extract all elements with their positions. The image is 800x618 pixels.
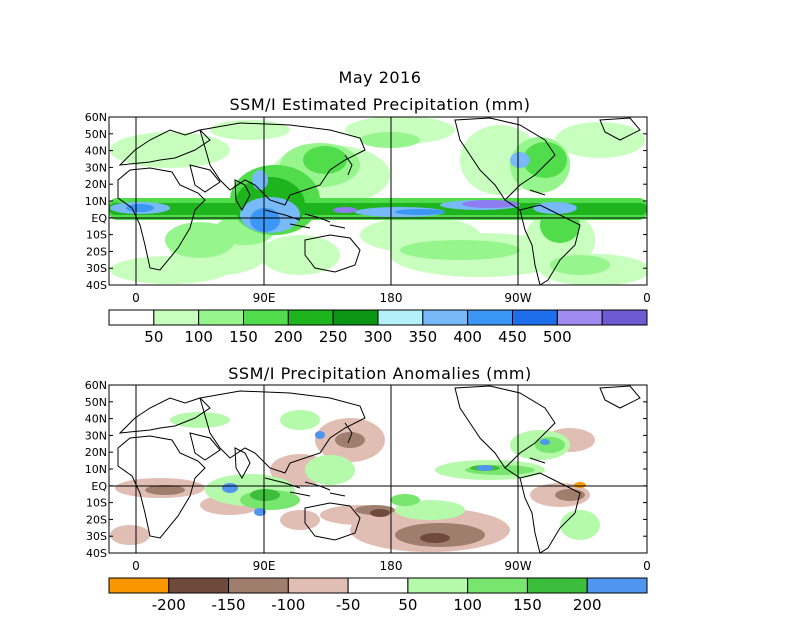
lat-label: 30N	[85, 429, 107, 442]
lat-label: 30N	[85, 161, 107, 174]
lat-label: 10N	[85, 463, 107, 476]
lat-label: 60N	[85, 379, 107, 392]
colorbar-label: 100	[184, 328, 213, 346]
gridlines	[109, 117, 647, 285]
colorbar-swatch	[153, 309, 200, 326]
colorbar-swatch	[108, 577, 170, 594]
lat-label: 30S	[86, 530, 107, 543]
colorbar-swatch	[287, 309, 334, 326]
lat-label: 60N	[85, 111, 107, 124]
anomaly-field	[110, 410, 600, 552]
colorbar-swatch	[332, 309, 379, 326]
lat-label: 40S	[86, 547, 107, 560]
anomaly-panel-title: SSM/I Precipitation Anomalies (mm)	[228, 364, 532, 383]
colorbar-swatch	[168, 577, 230, 594]
lon-label: 90W	[504, 559, 531, 573]
colorbar-label: 50	[398, 596, 417, 614]
colorbar-label: 150	[229, 328, 258, 346]
colorbar-label: 150	[513, 596, 542, 614]
lon-label: 0	[643, 291, 651, 305]
colorbar-swatch	[407, 577, 469, 594]
colorbar-label: -200	[152, 596, 186, 614]
lat-label: 20N	[85, 446, 107, 459]
lat-label: 10N	[85, 195, 107, 208]
colorbar-swatch	[601, 309, 648, 326]
colorbar-swatch	[556, 309, 603, 326]
lat-label: EQ	[91, 212, 107, 225]
lon-label: 90E	[253, 559, 276, 573]
lon-label: 180	[380, 291, 403, 305]
lat-label: 10S	[86, 497, 107, 510]
precip-panel-title: SSM/I Estimated Precipitation (mm)	[229, 95, 531, 114]
colorbar-label: 350	[409, 328, 438, 346]
colorbar-label: -50	[336, 596, 361, 614]
lat-label: 10S	[86, 229, 107, 242]
colorbar-swatch	[228, 577, 289, 594]
precip-colorbar: 50 100 150 200 250 300 350 400 450 500	[108, 309, 648, 346]
lat-label: 20S	[86, 245, 107, 258]
colorbar-swatch	[198, 309, 245, 326]
precip-field	[109, 117, 647, 285]
colorbar-swatch	[586, 577, 648, 594]
colorbar-label: -100	[271, 596, 305, 614]
month-title: May 2016	[338, 68, 422, 87]
colorbar-label: -150	[212, 596, 246, 614]
lat-label: 20N	[85, 178, 107, 191]
lat-label: 40N	[85, 145, 107, 158]
colorbar-swatch	[347, 577, 409, 594]
colorbar-label: 400	[453, 328, 482, 346]
colorbar-swatch	[467, 577, 528, 594]
lat-label: 50N	[85, 128, 107, 141]
lon-label: 90W	[504, 291, 531, 305]
lat-label: 40S	[86, 279, 107, 292]
colorbar-swatch	[467, 309, 513, 326]
colorbar-swatch	[512, 309, 558, 326]
lon-label: 90E	[253, 291, 276, 305]
lat-label: 50N	[85, 396, 107, 409]
lat-label: 40N	[85, 413, 107, 426]
gridlines	[109, 385, 647, 553]
colorbar-label: 500	[543, 328, 572, 346]
lon-label: 0	[132, 559, 140, 573]
colorbar-swatch	[108, 309, 155, 326]
colorbar-label: 200	[274, 328, 303, 346]
coastlines	[117, 385, 641, 553]
colorbar-label: 250	[319, 328, 348, 346]
precip-axis-ticks: 60N 50N 40N 30N 20N 10N EQ 10S 20S 30S 40S 0 90E 180 9…	[85, 111, 651, 305]
colorbar-label: 200	[573, 596, 602, 614]
lon-label: 0	[643, 559, 651, 573]
lat-label: 20S	[86, 513, 107, 526]
colorbar-label: 100	[453, 596, 482, 614]
colorbar-swatch	[287, 577, 349, 594]
colorbar-label: 450	[498, 328, 527, 346]
colorbar-label: 300	[364, 328, 393, 346]
colorbar-swatch	[422, 309, 469, 326]
anomaly-colorbar: -200 -150 -100 -50 50 100 150 200	[108, 577, 648, 614]
colorbar-label: 50	[144, 328, 163, 346]
precip-map: 60N 50N 40N 30N 20N 10N EQ 10S 20S 30S 40S 0 90E 180 9…	[85, 111, 651, 305]
colorbar-swatch	[243, 309, 289, 326]
lon-label: 0	[132, 291, 140, 305]
colorbar-swatch	[377, 309, 424, 326]
anomaly-axis-ticks: 60N 50N 40N 30N 20N 10N EQ 10S 20S 30S 40S 0 90E 180 9…	[85, 379, 651, 573]
anomaly-map: 60N 50N 40N 30N 20N 10N EQ 10S 20S 30S 40S 0 90E 180 9…	[85, 379, 651, 573]
lat-label: EQ	[91, 480, 107, 493]
lon-label: 180	[380, 559, 403, 573]
lat-label: 30S	[86, 262, 107, 275]
colorbar-swatch	[526, 577, 588, 594]
